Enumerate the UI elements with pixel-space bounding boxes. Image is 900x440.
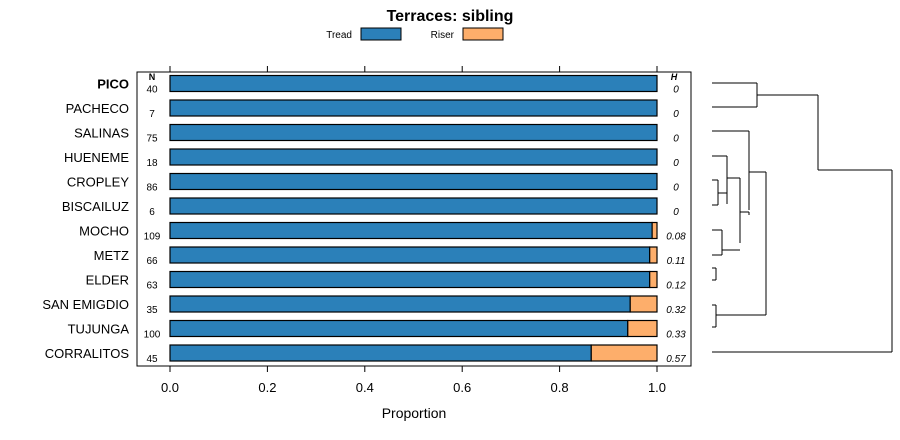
tread-bar — [169, 99, 658, 117]
x-tick-label: 0.2 — [258, 380, 276, 395]
x-tick-label: 0.4 — [356, 380, 374, 395]
legend-swatch-tread — [360, 27, 402, 41]
n-value: 45 — [146, 354, 158, 365]
x-axis-label: Proportion — [382, 405, 447, 421]
x-tick-label: 0.6 — [453, 380, 471, 395]
legend-label-riser: Riser — [431, 30, 455, 41]
tread-bar — [169, 197, 658, 215]
category-label: CROPLEY — [67, 175, 129, 190]
tread-bar — [169, 270, 651, 289]
h-value: 0.33 — [666, 330, 686, 341]
category-label: BISCAILUZ — [62, 199, 129, 214]
tread-bar — [169, 344, 592, 362]
category-label: TUJUNGA — [68, 322, 130, 337]
category-label: ELDER — [86, 273, 129, 288]
tread-bar — [169, 246, 651, 264]
category-label: SAN EMIGDIO — [42, 297, 129, 312]
h-header: H — [671, 72, 678, 82]
n-value: 7 — [149, 109, 155, 120]
category-label: PACHECO — [66, 101, 129, 116]
n-value: 18 — [146, 158, 158, 169]
category-label: HUENEME — [64, 150, 129, 165]
tread-bar — [169, 123, 658, 142]
n-value: 109 — [144, 232, 161, 243]
top-axis-ticks — [169, 66, 658, 72]
legend: Tread Riser — [326, 27, 504, 41]
x-tick-label: 0.0 — [161, 380, 179, 395]
category-label: SALINAS — [74, 126, 129, 141]
legend-swatch-riser — [462, 27, 504, 41]
n-value: 75 — [146, 134, 158, 145]
h-value: 0 — [673, 183, 679, 194]
x-tick-label: 0.8 — [551, 380, 569, 395]
n-value: 100 — [144, 330, 161, 341]
category-label: CORRALITOS — [45, 346, 130, 361]
x-axis: 0.0 0.2 0.4 0.6 0.8 1.0 — [161, 366, 666, 395]
h-value: 0.32 — [666, 305, 686, 316]
tread-bar — [169, 148, 658, 166]
chart-title: Terraces: sibling — [387, 8, 514, 25]
h-value: 0 — [673, 85, 679, 96]
category-label: PICO — [97, 77, 129, 92]
riser-bar — [649, 270, 658, 289]
h-value: 0.08 — [666, 232, 686, 243]
n-value: 63 — [146, 281, 158, 292]
tread-bar — [169, 221, 653, 240]
h-value: 0 — [673, 158, 679, 169]
dendrogram — [712, 82, 893, 353]
h-value: 0 — [673, 207, 679, 218]
h-value: 0.57 — [666, 354, 686, 365]
n-value: 6 — [149, 207, 155, 218]
n-value: 66 — [146, 256, 158, 267]
n-value: 35 — [146, 305, 158, 316]
n-header: N — [149, 72, 156, 82]
n-value: 40 — [146, 85, 158, 96]
riser-bar — [629, 295, 658, 313]
h-value: 0.11 — [667, 256, 686, 267]
tread-bar — [169, 319, 629, 338]
riser-bar — [627, 319, 658, 338]
tread-bar — [169, 295, 631, 313]
category-label: MOCHO — [79, 224, 129, 239]
riser-bar — [649, 246, 658, 264]
h-value: 0 — [673, 134, 679, 145]
plot-frame — [136, 71, 692, 367]
bars: PICO 40 0 PACHECO 7 0 SALINAS 75 0 HUENEME 18 0 CROP… — [42, 74, 686, 365]
riser-bar — [590, 344, 658, 362]
legend-label-tread: Tread — [326, 30, 352, 41]
tread-bar — [169, 74, 658, 93]
x-tick-label: 1.0 — [648, 380, 666, 395]
tread-bar — [169, 172, 658, 191]
category-label: METZ — [94, 248, 129, 263]
riser-bar — [651, 221, 658, 240]
n-value: 86 — [146, 183, 158, 194]
h-value: 0.12 — [666, 281, 686, 292]
h-value: 0 — [673, 109, 679, 120]
